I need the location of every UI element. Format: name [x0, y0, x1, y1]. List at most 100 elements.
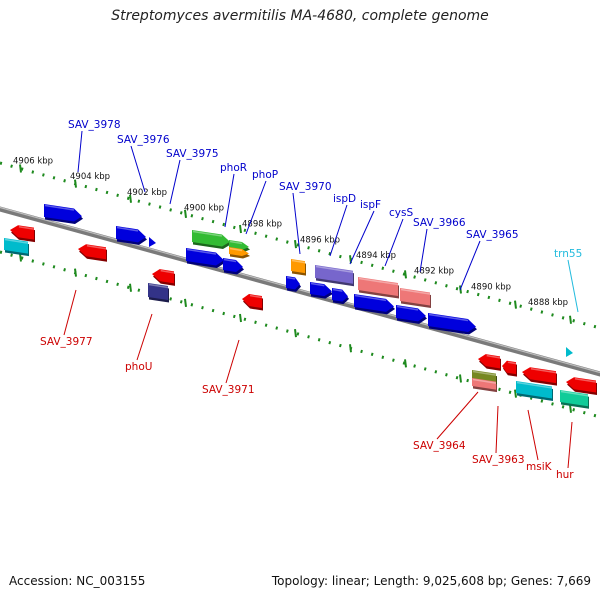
- gene-feature-blue[interactable]: [332, 288, 349, 305]
- upper-scale-tick: [129, 194, 132, 203]
- svg-text:SAV_3976: SAV_3976: [117, 134, 170, 146]
- accession-label: Accession: NC_003155: [9, 574, 146, 588]
- gene-feature-orange[interactable]: [229, 247, 250, 259]
- gene-label-ispd[interactable]: ispD: [329, 193, 356, 257]
- gene-features: [4, 204, 597, 409]
- gene-feature-red[interactable]: [478, 354, 501, 371]
- gene-feature-blue[interactable]: [396, 305, 427, 324]
- upper-scale-tick: [184, 209, 187, 218]
- gene-feature-orange[interactable]: [291, 259, 306, 276]
- gene-feature-salmon[interactable]: [472, 378, 497, 393]
- kbp-tick-label: 4904 kbp: [70, 172, 110, 182]
- gene-label-phor[interactable]: phoR: [220, 162, 247, 228]
- gene-label-sav-3975[interactable]: SAV_3975: [166, 148, 219, 205]
- small-feature-marker: [566, 347, 573, 357]
- gene-feature-lavender[interactable]: [315, 265, 354, 287]
- gene-feature-blue[interactable]: [354, 294, 395, 315]
- gene-feature-blue[interactable]: [286, 276, 301, 292]
- lower-scale-tick: [404, 359, 407, 368]
- lower-scale-tick: [349, 344, 352, 353]
- svg-text:SAV_3970: SAV_3970: [279, 181, 332, 193]
- upper-scale-tick: [239, 224, 242, 234]
- svg-text:cysS: cysS: [389, 207, 413, 219]
- upper-scale-tick: [294, 240, 297, 249]
- kbp-tick-label: 4902 kbp: [127, 188, 167, 198]
- svg-text:msiK: msiK: [526, 461, 553, 473]
- lower-scale-tick: [129, 283, 132, 292]
- gene-label-sav-3970[interactable]: SAV_3970: [279, 181, 332, 255]
- svg-text:SAV_3971: SAV_3971: [202, 384, 255, 396]
- kbp-tick-label: 4900 kbp: [184, 203, 224, 213]
- gene-feature-cyan[interactable]: [516, 381, 553, 401]
- gene-feature-red[interactable]: [502, 360, 517, 377]
- svg-text:trn55: trn55: [554, 248, 582, 260]
- gene-feature-salmon[interactable]: [400, 288, 431, 309]
- gene-label-sav-3976[interactable]: SAV_3976: [117, 134, 170, 193]
- gene-feature-blue[interactable]: [116, 226, 147, 245]
- lower-scale-tick: [74, 268, 77, 277]
- gene-feature-red[interactable]: [152, 269, 175, 286]
- lower-scale-tick: [459, 374, 462, 383]
- upper-scale-tick: [404, 270, 407, 279]
- upper-scale-dots: [0, 161, 600, 330]
- gene-feature-red[interactable]: [78, 244, 107, 262]
- svg-text:phoP: phoP: [252, 169, 278, 181]
- gene-label-trn55[interactable]: trn55: [554, 248, 582, 313]
- kbp-tick-label: 4894 kbp: [356, 251, 396, 261]
- backbone-line: [0, 206, 600, 377]
- gene-label-ispf[interactable]: ispF: [349, 199, 381, 265]
- upper-scale-tick: [74, 179, 77, 188]
- lower-scale-tick: [514, 389, 517, 398]
- gene-feature-cyan[interactable]: [4, 238, 29, 257]
- lower-scale-tick: [294, 329, 297, 338]
- gene-feature-red[interactable]: [242, 294, 263, 311]
- map-title: Streptomyces avermitilis MA-4680, comple…: [111, 8, 489, 24]
- svg-text:ispD: ispD: [333, 193, 356, 205]
- gene-feature-blue[interactable]: [310, 282, 333, 299]
- gene-label-sav-3965[interactable]: SAV_3965: [459, 229, 519, 291]
- svg-text:SAV_3963: SAV_3963: [472, 454, 525, 466]
- gene-feature-red[interactable]: [566, 377, 597, 396]
- lower-scale-tick: [239, 313, 242, 323]
- gene-feature-teal[interactable]: [560, 390, 589, 409]
- gene-label-sav-3978[interactable]: SAV_3978: [68, 119, 121, 173]
- gene-label-hur[interactable]: hur: [556, 421, 574, 481]
- gene-label-phop[interactable]: phoP: [245, 169, 278, 235]
- genome-stats-label: Topology: linear; Length: 9,025,608 bp; …: [271, 574, 591, 588]
- svg-text:SAV_3975: SAV_3975: [166, 148, 219, 160]
- lower-scale-dots: [0, 250, 600, 419]
- gene-feature-blue[interactable]: [223, 258, 244, 275]
- gene-label-sav-3963[interactable]: SAV_3963: [472, 405, 525, 466]
- gene-feature-navy[interactable]: [148, 283, 169, 303]
- svg-text:ispF: ispF: [360, 199, 381, 211]
- gene-label-sav-3977[interactable]: SAV_3977: [40, 289, 93, 348]
- gene-feature-blue[interactable]: [44, 204, 83, 225]
- kbp-tick-label: 4898 kbp: [242, 219, 282, 229]
- svg-text:SAV_3964: SAV_3964: [413, 440, 466, 452]
- gene-label-cyss[interactable]: cysS: [384, 207, 413, 267]
- upper-scale-tick: [19, 164, 22, 173]
- gene-feature-red[interactable]: [10, 225, 35, 243]
- gene-label-msik[interactable]: msiK: [526, 409, 553, 473]
- svg-text:phoU: phoU: [125, 361, 152, 373]
- gene-feature-blue[interactable]: [428, 313, 477, 335]
- kbp-tick-label: 4890 kbp: [471, 282, 511, 292]
- small-feature-marker: [149, 237, 156, 247]
- kbp-tick-label: 4906 kbp: [13, 156, 53, 166]
- gene-label-sav-3964[interactable]: SAV_3964: [413, 391, 479, 452]
- gene-feature-green[interactable]: [192, 230, 231, 250]
- genome-backbone: [0, 206, 600, 377]
- svg-text:phoR: phoR: [220, 162, 247, 174]
- gene-label-sav-3971[interactable]: SAV_3971: [202, 339, 255, 396]
- kbp-tick-label: 4896 kbp: [300, 235, 340, 245]
- gene-label-sav-3966[interactable]: SAV_3966: [413, 217, 466, 273]
- kbp-tick-label: 4892 kbp: [414, 267, 454, 277]
- gene-feature-salmon[interactable]: [358, 277, 399, 299]
- gene-label-phou[interactable]: phoU: [125, 313, 153, 373]
- svg-text:SAV_3966: SAV_3966: [413, 217, 466, 229]
- gene-feature-red[interactable]: [522, 367, 557, 386]
- lower-scale-tick: [184, 298, 187, 307]
- upper-scale-tick: [514, 300, 517, 309]
- gene-feature-blue[interactable]: [186, 248, 225, 269]
